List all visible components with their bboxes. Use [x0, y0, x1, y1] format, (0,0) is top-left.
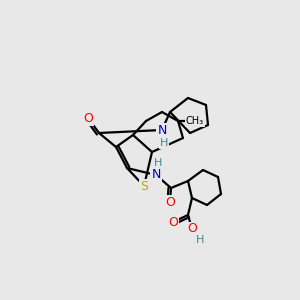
Text: N: N	[151, 169, 161, 182]
Text: O: O	[168, 215, 178, 229]
Text: O: O	[165, 196, 175, 208]
Text: CH₃: CH₃	[186, 116, 204, 126]
Text: H: H	[160, 138, 168, 148]
Text: H: H	[196, 235, 204, 245]
Text: O: O	[187, 223, 197, 236]
Text: N: N	[157, 124, 167, 136]
Text: O: O	[83, 112, 93, 124]
Text: S: S	[140, 179, 148, 193]
Text: H: H	[154, 158, 162, 168]
